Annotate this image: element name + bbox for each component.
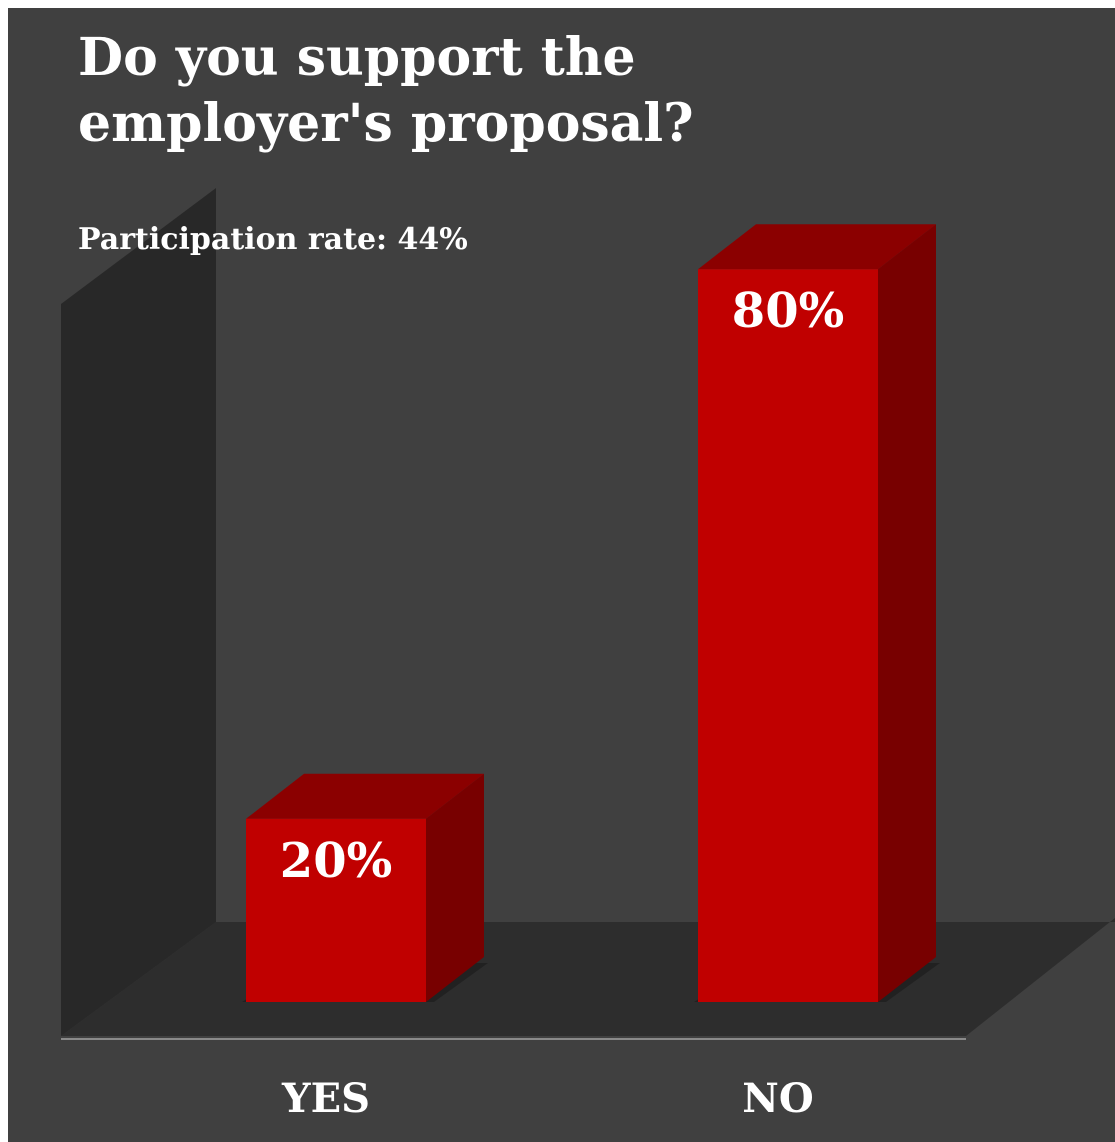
data-label-no: 80% bbox=[732, 283, 844, 339]
bars-layer: 20% 80% bbox=[242, 224, 940, 1002]
bar-side-face bbox=[878, 224, 936, 1002]
x-tick-label-no: NO bbox=[742, 1075, 813, 1122]
bar-no: 80% bbox=[694, 224, 940, 1002]
chart-floor bbox=[61, 918, 1115, 1036]
chart-title-line-2: employer's proposal? bbox=[78, 93, 694, 154]
x-tick-label-yes: YES bbox=[281, 1075, 370, 1122]
bar-yes: 20% bbox=[242, 773, 488, 1002]
bar-front-face bbox=[698, 269, 878, 1002]
bar-side-face bbox=[426, 773, 484, 1002]
chart-frame: 20% 80% YES NO Do you support the employer… bbox=[8, 8, 1115, 1142]
bar-front-face bbox=[246, 818, 426, 1002]
chart-side-wall bbox=[61, 188, 216, 1036]
bar-top-face bbox=[698, 224, 936, 270]
chart-subtitle: Participation rate: 44% bbox=[78, 222, 468, 257]
data-label-yes: 20% bbox=[280, 833, 392, 889]
chart-plot: 20% 80% YES NO bbox=[61, 188, 1115, 1122]
chart-title-line-1: Do you support the bbox=[78, 27, 636, 88]
bar-top-face bbox=[246, 773, 484, 819]
